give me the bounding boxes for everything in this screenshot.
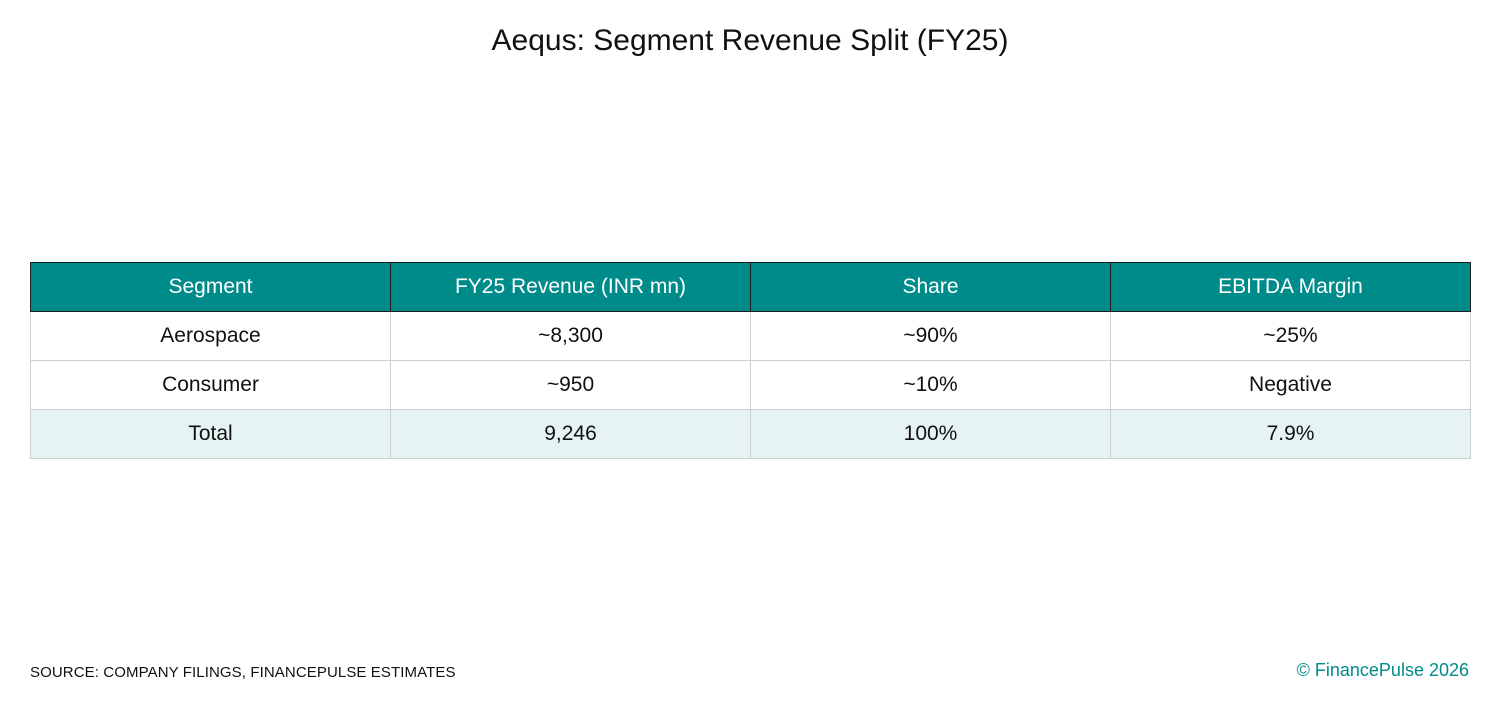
table-row-aerospace: Aerospace ~8,300 ~90% ~25% <box>30 311 1471 361</box>
chart-title: Aequs: Segment Revenue Split (FY25) <box>491 24 1009 57</box>
source-note: SOURCE: COMPANY FILINGS, FINANCEPULSE ES… <box>30 664 456 681</box>
cell-share: ~10% <box>750 360 1111 410</box>
cell-ebitda-margin: Negative <box>1110 360 1471 410</box>
table-row-total: Total 9,246 100% 7.9% <box>30 409 1471 459</box>
cell-revenue: 9,246 <box>390 409 751 459</box>
header-fy25-revenue: FY25 Revenue (INR mn) <box>390 262 751 312</box>
segment-revenue-table: Segment FY25 Revenue (INR mn) Share EBIT… <box>30 262 1471 459</box>
cell-share: 100% <box>750 409 1111 459</box>
segment-table-container: Segment FY25 Revenue (INR mn) Share EBIT… <box>30 262 1471 459</box>
header-ebitda-margin: EBITDA Margin <box>1110 262 1471 312</box>
cell-share: ~90% <box>750 311 1111 361</box>
cell-segment: Aerospace <box>30 311 391 361</box>
header-segment: Segment <box>30 262 391 312</box>
copyright-note: © FinancePulse 2026 <box>1296 660 1469 680</box>
header-share: Share <box>750 262 1111 312</box>
table-row-consumer: Consumer ~950 ~10% Negative <box>30 360 1471 410</box>
cell-segment: Consumer <box>30 360 391 410</box>
cell-revenue: ~950 <box>390 360 751 410</box>
cell-revenue: ~8,300 <box>390 311 751 361</box>
cell-ebitda-margin: 7.9% <box>1110 409 1471 459</box>
cell-ebitda-margin: ~25% <box>1110 311 1471 361</box>
cell-segment: Total <box>30 409 391 459</box>
table-header-row: Segment FY25 Revenue (INR mn) Share EBIT… <box>30 262 1471 312</box>
